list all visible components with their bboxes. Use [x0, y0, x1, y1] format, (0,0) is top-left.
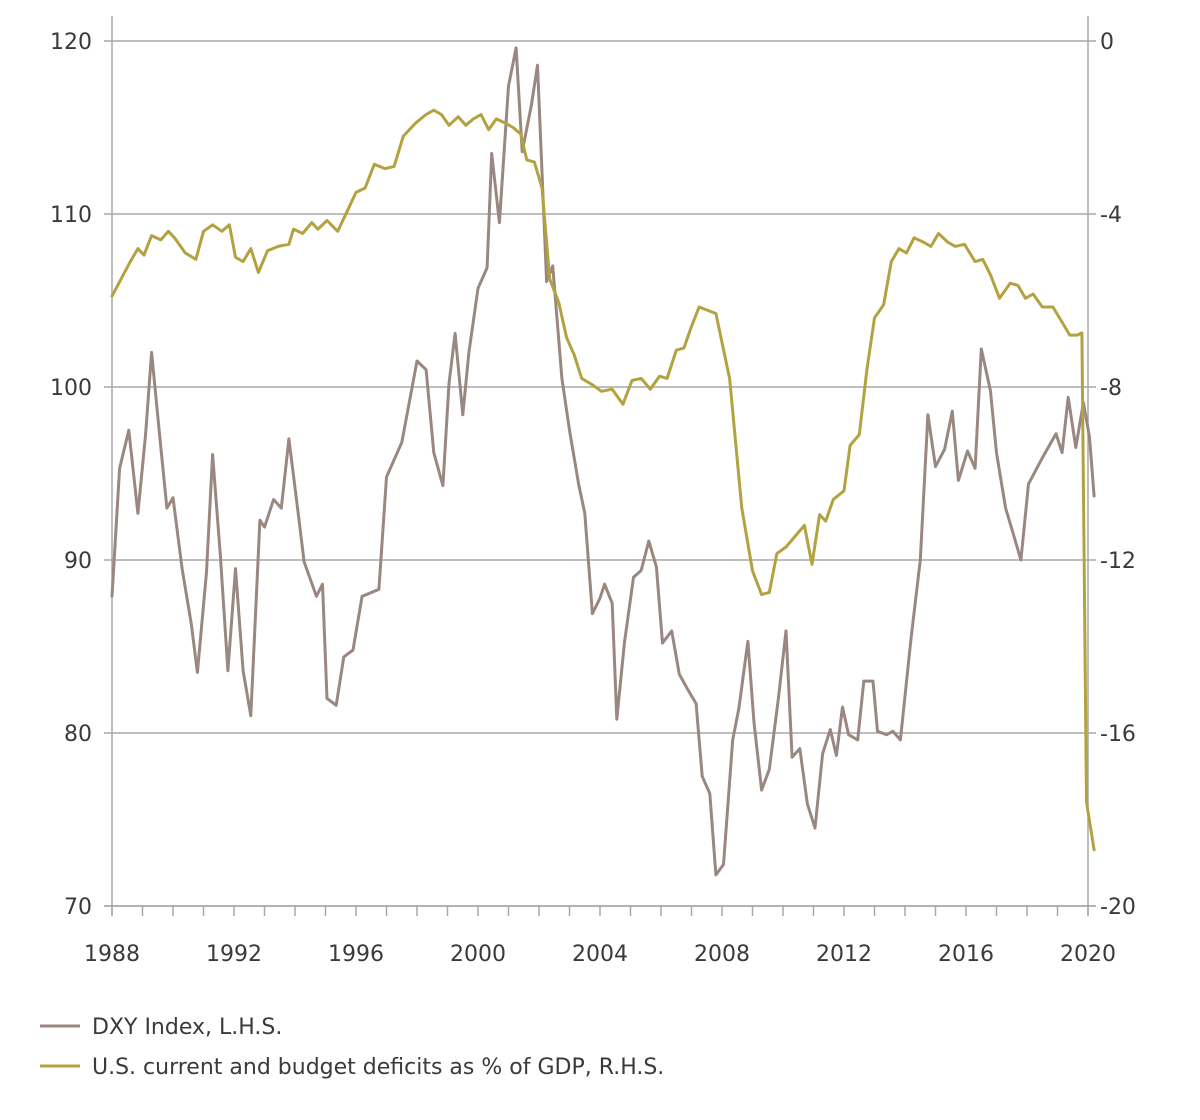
x-tick-label: 2020: [1060, 942, 1116, 967]
y-tick-label-left: 90: [64, 549, 92, 574]
x-tick-label: 1992: [206, 942, 262, 967]
x-tick-label: 1988: [84, 942, 140, 967]
y-tick-label-left: 120: [50, 30, 92, 55]
x-tick-label: 2008: [694, 942, 750, 967]
grid-lines: [112, 40, 1088, 907]
y-tick-label-right: -16: [1100, 722, 1136, 747]
y-tick-label-left: 70: [64, 895, 92, 920]
y-tick-label-right: -8: [1100, 376, 1122, 401]
y-tick-label-left: 80: [64, 722, 92, 747]
x-tick-label: 2016: [938, 942, 994, 967]
deficits-gdp-line: [110, 108, 1096, 852]
legend: DXY Index, L.H.S. U.S. current and budget…: [40, 1015, 664, 1080]
legend-label: DXY Index, L.H.S.: [92, 1015, 282, 1040]
y-tick-label-right: -12: [1100, 549, 1136, 574]
x-tick-label: 1996: [328, 942, 384, 967]
y-tick-label-left: 100: [50, 376, 92, 401]
x-tick-label: 2000: [450, 942, 506, 967]
x-tick-label: 2012: [816, 942, 872, 967]
y-tick-label-right: 0: [1100, 30, 1114, 55]
legend-label: U.S. current and budget deficits as % of…: [92, 1055, 664, 1080]
y-tick-label-left: 110: [50, 203, 92, 228]
y-tick-label-right: -4: [1100, 203, 1122, 228]
y-tick-label-right: -20: [1100, 895, 1136, 920]
series-lines: [110, 46, 1096, 877]
axes: 120 110 100 90 80 70 0 -4 -8 -12 -16 -20 1988 1992 199…: [50, 16, 1136, 967]
x-tick-label: 2004: [572, 942, 628, 967]
dxy-index-line: [110, 46, 1096, 877]
